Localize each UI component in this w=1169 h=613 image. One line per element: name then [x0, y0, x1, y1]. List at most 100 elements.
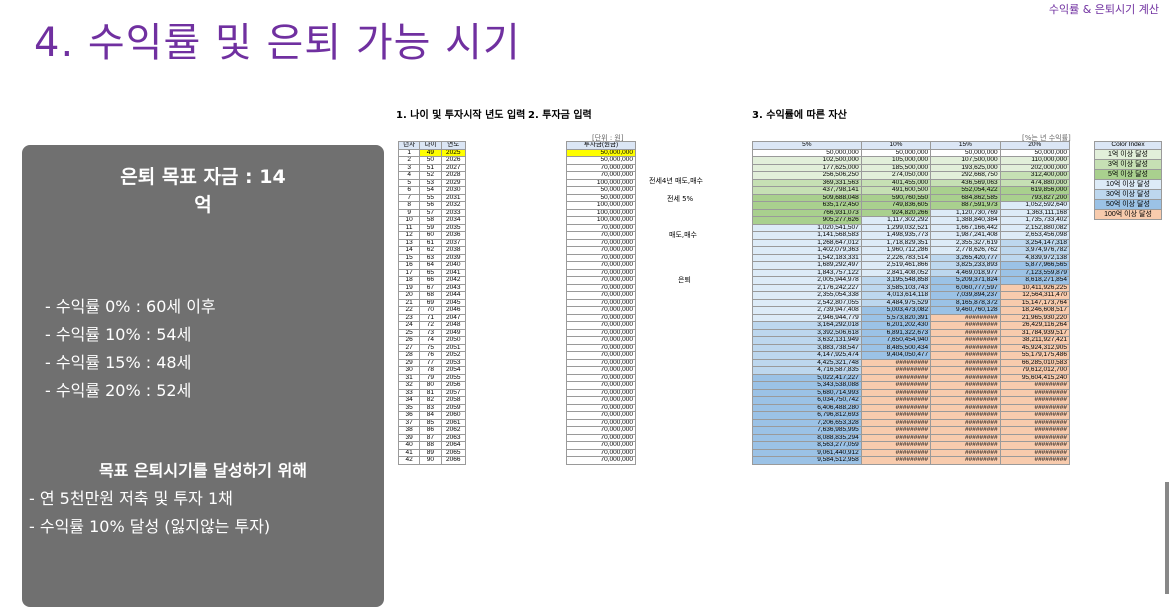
year-index-cell[interactable]: 19 [397, 283, 421, 292]
asset-cell[interactable]: 12,564,311,470 [999, 291, 1071, 300]
year-index-cell[interactable]: 12 [397, 231, 421, 240]
asset-cell[interactable]: ######### [860, 433, 932, 442]
age-cell[interactable]: 62 [419, 246, 442, 255]
year-index-cell[interactable]: 13 [397, 238, 421, 247]
asset-cell[interactable]: 177,625,000 [752, 163, 862, 172]
year-cell[interactable]: 2031 [440, 193, 467, 202]
asset-cell[interactable]: 1,735,733,402 [999, 216, 1071, 225]
asset-cell[interactable]: 3,632,131,949 [752, 336, 862, 345]
age-cell[interactable]: 54 [419, 186, 442, 195]
asset-cell[interactable]: ######### [930, 411, 1001, 420]
year-cell[interactable]: 2030 [440, 186, 467, 195]
year-index-cell[interactable]: 22 [397, 306, 421, 315]
asset-cell[interactable]: ######### [860, 381, 932, 390]
year-index-cell[interactable]: 14 [397, 246, 421, 255]
asset-cell[interactable]: ######### [999, 411, 1071, 420]
asset-cell[interactable]: 635,172,450 [752, 201, 862, 210]
age-cell[interactable]: 81 [419, 388, 442, 397]
year-index-cell[interactable]: 40 [397, 441, 421, 450]
asset-cell[interactable]: 2,946,944,779 [752, 313, 862, 322]
year-cell[interactable]: 2039 [440, 253, 467, 262]
investment-cell[interactable]: 70,000,000 [566, 321, 636, 330]
asset-cell[interactable]: 95,604,415,240 [999, 373, 1071, 382]
asset-cell[interactable]: ######### [999, 396, 1071, 405]
asset-cell[interactable]: 509,688,048 [752, 193, 862, 202]
asset-cell[interactable]: 6,406,488,280 [752, 403, 862, 412]
asset-cell[interactable]: 185,500,000 [860, 163, 932, 172]
asset-cell[interactable]: 256,506,250 [752, 171, 862, 180]
asset-cell[interactable]: 619,856,000 [999, 186, 1071, 195]
asset-cell[interactable]: ######### [930, 373, 1001, 382]
asset-cell[interactable]: 1,268,647,012 [752, 238, 862, 247]
asset-cell[interactable]: 4,469,018,977 [930, 268, 1001, 277]
asset-cell[interactable]: ######### [930, 313, 1001, 322]
investment-cell[interactable]: 70,000,000 [566, 403, 636, 412]
asset-cell[interactable]: 10,411,926,225 [999, 283, 1071, 292]
asset-cell[interactable]: ######### [930, 433, 1001, 442]
asset-cell[interactable]: ######### [930, 418, 1001, 427]
asset-cell[interactable]: 905,277,626 [752, 216, 862, 225]
investment-cell[interactable]: 70,000,000 [566, 291, 636, 300]
age-cell[interactable]: 55 [419, 193, 442, 202]
asset-cell[interactable]: 9,404,050,477 [860, 351, 932, 360]
asset-cell[interactable]: 3,265,420,777 [930, 253, 1001, 262]
year-cell[interactable]: 2045 [440, 298, 467, 307]
asset-cell[interactable]: 590,760,550 [860, 193, 932, 202]
investment-cell[interactable]: 70,000,000 [566, 238, 636, 247]
asset-cell[interactable]: 2,841,408,052 [860, 268, 932, 277]
investment-cell[interactable]: 50,000,000 [566, 193, 636, 202]
year-cell[interactable]: 2025 [440, 148, 467, 157]
asset-cell[interactable]: ######### [860, 426, 932, 435]
year-cell[interactable]: 2065 [440, 448, 467, 457]
year-index-cell[interactable]: 11 [397, 223, 421, 232]
asset-cell[interactable]: 55,179,175,486 [999, 351, 1071, 360]
asset-cell[interactable]: 1,960,712,286 [860, 246, 932, 255]
investment-cell[interactable]: 50,000,000 [566, 148, 636, 157]
asset-cell[interactable]: 1,299,032,521 [860, 223, 932, 232]
asset-cell[interactable]: 7,206,653,328 [752, 418, 862, 427]
asset-cell[interactable]: 6,201,202,430 [860, 321, 932, 330]
age-cell[interactable]: 88 [419, 441, 442, 450]
asset-cell[interactable]: 2,176,242,227 [752, 283, 862, 292]
age-cell[interactable]: 86 [419, 426, 442, 435]
asset-cell[interactable]: 1,020,541,507 [752, 223, 862, 232]
year-cell[interactable]: 2036 [440, 231, 467, 240]
asset-cell[interactable]: 3,195,548,858 [860, 276, 932, 285]
asset-cell[interactable]: 5,573,820,391 [860, 313, 932, 322]
asset-cell[interactable]: 7,039,894,237 [930, 291, 1001, 300]
age-cell[interactable]: 79 [419, 373, 442, 382]
year-cell[interactable]: 2044 [440, 291, 467, 300]
year-cell[interactable]: 2055 [440, 373, 467, 382]
age-cell[interactable]: 71 [419, 313, 442, 322]
year-index-cell[interactable]: 38 [397, 426, 421, 435]
asset-cell[interactable]: 6,060,777,597 [930, 283, 1001, 292]
investment-cell[interactable]: 70,000,000 [566, 456, 636, 465]
asset-cell[interactable]: 1,120,730,769 [930, 208, 1001, 217]
asset-cell[interactable]: ######### [999, 441, 1071, 450]
investment-cell[interactable]: 70,000,000 [566, 223, 636, 232]
year-index-cell[interactable]: 2 [397, 156, 421, 165]
year-index-cell[interactable]: 17 [397, 268, 421, 277]
investment-cell[interactable]: 70,000,000 [566, 411, 636, 420]
year-index-cell[interactable]: 18 [397, 276, 421, 285]
investment-cell[interactable]: 70,000,000 [566, 313, 636, 322]
asset-cell[interactable]: ######### [999, 433, 1071, 442]
asset-cell[interactable]: 45,924,312,905 [999, 343, 1071, 352]
age-cell[interactable]: 56 [419, 201, 442, 210]
asset-cell[interactable]: 1,388,840,384 [930, 216, 1001, 225]
year-index-cell[interactable]: 15 [397, 253, 421, 262]
investment-cell[interactable]: 70,000,000 [566, 231, 636, 240]
asset-cell[interactable]: 1,052,592,640 [999, 201, 1071, 210]
investment-cell[interactable]: 70,000,000 [566, 171, 636, 180]
asset-cell[interactable]: 491,600,500 [860, 186, 932, 195]
asset-cell[interactable]: ######### [860, 448, 932, 457]
age-cell[interactable]: 76 [419, 351, 442, 360]
asset-cell[interactable]: 1,689,292,497 [752, 261, 862, 270]
asset-cell[interactable]: 5,003,473,082 [860, 306, 932, 315]
age-cell[interactable]: 53 [419, 178, 442, 187]
age-cell[interactable]: 63 [419, 253, 442, 262]
year-cell[interactable]: 2049 [440, 328, 467, 337]
asset-cell[interactable]: 274,050,000 [860, 171, 932, 180]
age-cell[interactable]: 49 [419, 148, 442, 157]
asset-cell[interactable]: 31,784,939,517 [999, 328, 1071, 337]
